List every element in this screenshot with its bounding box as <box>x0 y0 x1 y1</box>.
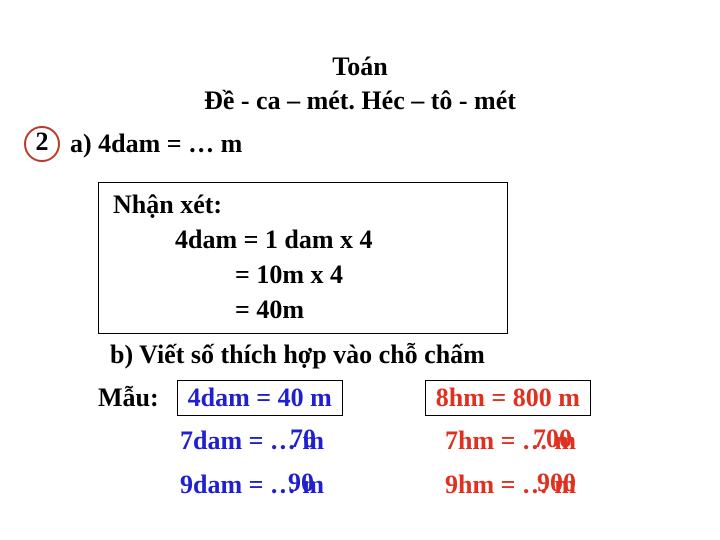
remark-box: Nhận xét: 4dam = 1 dam x 4 = 10m x 4 = 4… <box>98 182 508 334</box>
title-line-2: Đề - ca – mét. Héc – tô - mét <box>20 84 700 118</box>
answer-2-overlay: 700 <box>533 424 572 454</box>
title-line-1: Toán <box>20 50 700 84</box>
answer-cell-3: 9dam = … m 90 <box>180 470 375 500</box>
example-label: Mẫu: <box>98 383 159 413</box>
remark-title: Nhận xét: <box>113 187 493 222</box>
question-a-text: a) 4dam = … m <box>70 129 242 159</box>
answer-cell-4: 9hm = … m 900 <box>445 470 640 500</box>
remark-line-4: = 40m <box>113 292 493 327</box>
example-box-1: 4dam = 40 m <box>177 380 343 416</box>
answer-cell-1: 7dam = … m 70 <box>180 426 375 456</box>
question-row: 2 a) 4dam = … m <box>20 126 700 162</box>
answer-cell-2: 7hm = … m 700 <box>445 426 640 456</box>
answer-3-overlay: 90 <box>288 468 314 498</box>
remark-line-3: = 10m x 4 <box>113 257 493 292</box>
remark-line-2: 4dam = 1 dam x 4 <box>113 222 493 257</box>
example-box-2: 8hm = 800 m <box>425 380 591 416</box>
answer-1-overlay: 70 <box>290 424 316 454</box>
example-row: Mẫu: 4dam = 40 m 8hm = 800 m <box>98 380 700 416</box>
question-number-badge: 2 <box>24 126 60 162</box>
answers-grid: 7dam = … m 70 7hm = … m 700 9dam = … m 9… <box>180 426 640 500</box>
answer-4-overlay: 900 <box>537 468 576 498</box>
question-b-text: b) Viết số thích hợp vào chỗ chấm <box>110 340 700 370</box>
